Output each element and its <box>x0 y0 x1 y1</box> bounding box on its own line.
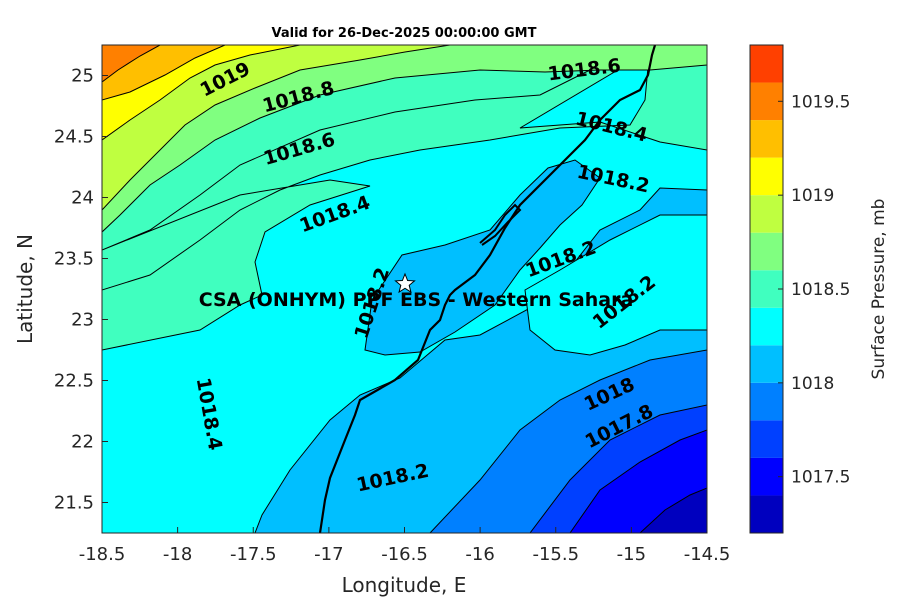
colorbar-swatch <box>750 382 783 421</box>
colorbar-ticks: 1017.5 1018 1018.5 1019 1019.5 <box>778 92 850 488</box>
x-tick-label: -14.5 <box>684 544 731 565</box>
colorbar-swatch <box>750 82 783 121</box>
colorbar-swatch <box>750 232 783 271</box>
band-1018.8 <box>102 45 451 211</box>
colorbar-swatch <box>750 270 783 308</box>
y-tick-label: 24.5 <box>54 127 94 148</box>
y-tick-label: 23 <box>71 310 94 331</box>
colorbar-tick-label: 1017.5 <box>791 468 850 488</box>
peninsula <box>479 203 522 246</box>
x-axis: -18.5 -18 -17.5 -17 -16.5 -16 -15.5 -15 -14.5 <box>79 527 731 565</box>
colorbar <box>749 44 784 534</box>
colorbar-tick-label: 1018.5 <box>791 280 850 300</box>
colorbar-swatch <box>750 120 783 158</box>
colorbar-swatch <box>750 45 783 83</box>
x-tick-label: -16.5 <box>381 544 428 565</box>
band-1018.0-lobe <box>364 159 601 356</box>
colorbar-swatch <box>750 345 783 383</box>
colorbar-swatch <box>750 420 783 458</box>
colorbar-tick-label: 1018 <box>791 374 834 394</box>
y-tick-label: 22.5 <box>54 371 94 392</box>
colorbar-swatch <box>750 495 783 533</box>
colorbar-swatch <box>750 457 783 496</box>
y-tick-label: 21.5 <box>54 493 94 514</box>
y-axis-label: Latitude, N <box>13 234 37 344</box>
x-tick-label: -17.5 <box>230 544 277 565</box>
colorbar-tick-label: 1019.5 <box>791 92 850 112</box>
x-tick-label: -17 <box>314 544 343 565</box>
x-tick-label: -16 <box>465 544 494 565</box>
colorbar-tick-label: 1019 <box>791 186 834 206</box>
x-axis-label: Longitude, E <box>342 573 467 597</box>
x-tick-label: -15 <box>617 544 646 565</box>
site-star-icon <box>394 272 416 294</box>
coastline <box>318 45 657 533</box>
x-tick-label: -18 <box>163 544 192 565</box>
colorbar-swatch <box>750 307 783 346</box>
y-tick-label: 25 <box>71 66 94 87</box>
y-tick-label: 22 <box>71 432 94 453</box>
site-label: CSA (ONHYM) PPF EBS - Western Sahara <box>199 289 634 311</box>
y-axis: 21.5 22 22.5 23 23.5 24 24.5 25 <box>54 66 108 514</box>
colorbar-label: Surface Pressure, mb <box>869 199 889 380</box>
y-tick-label: 24 <box>71 188 94 209</box>
x-tick-label: -18.5 <box>79 544 126 565</box>
band-1017.2 <box>639 487 707 533</box>
colorbar-swatch <box>750 195 783 233</box>
band-1018.2-east <box>524 214 707 356</box>
map-title: Valid for 26-Dec-2025 00:00:00 GMT <box>272 26 537 41</box>
y-tick-label: 23.5 <box>54 249 94 270</box>
band-1018.6 <box>102 45 707 233</box>
colorbar-swatch <box>750 157 783 196</box>
band-1019.4 <box>102 45 161 83</box>
x-tick-label: -15.5 <box>532 544 579 565</box>
